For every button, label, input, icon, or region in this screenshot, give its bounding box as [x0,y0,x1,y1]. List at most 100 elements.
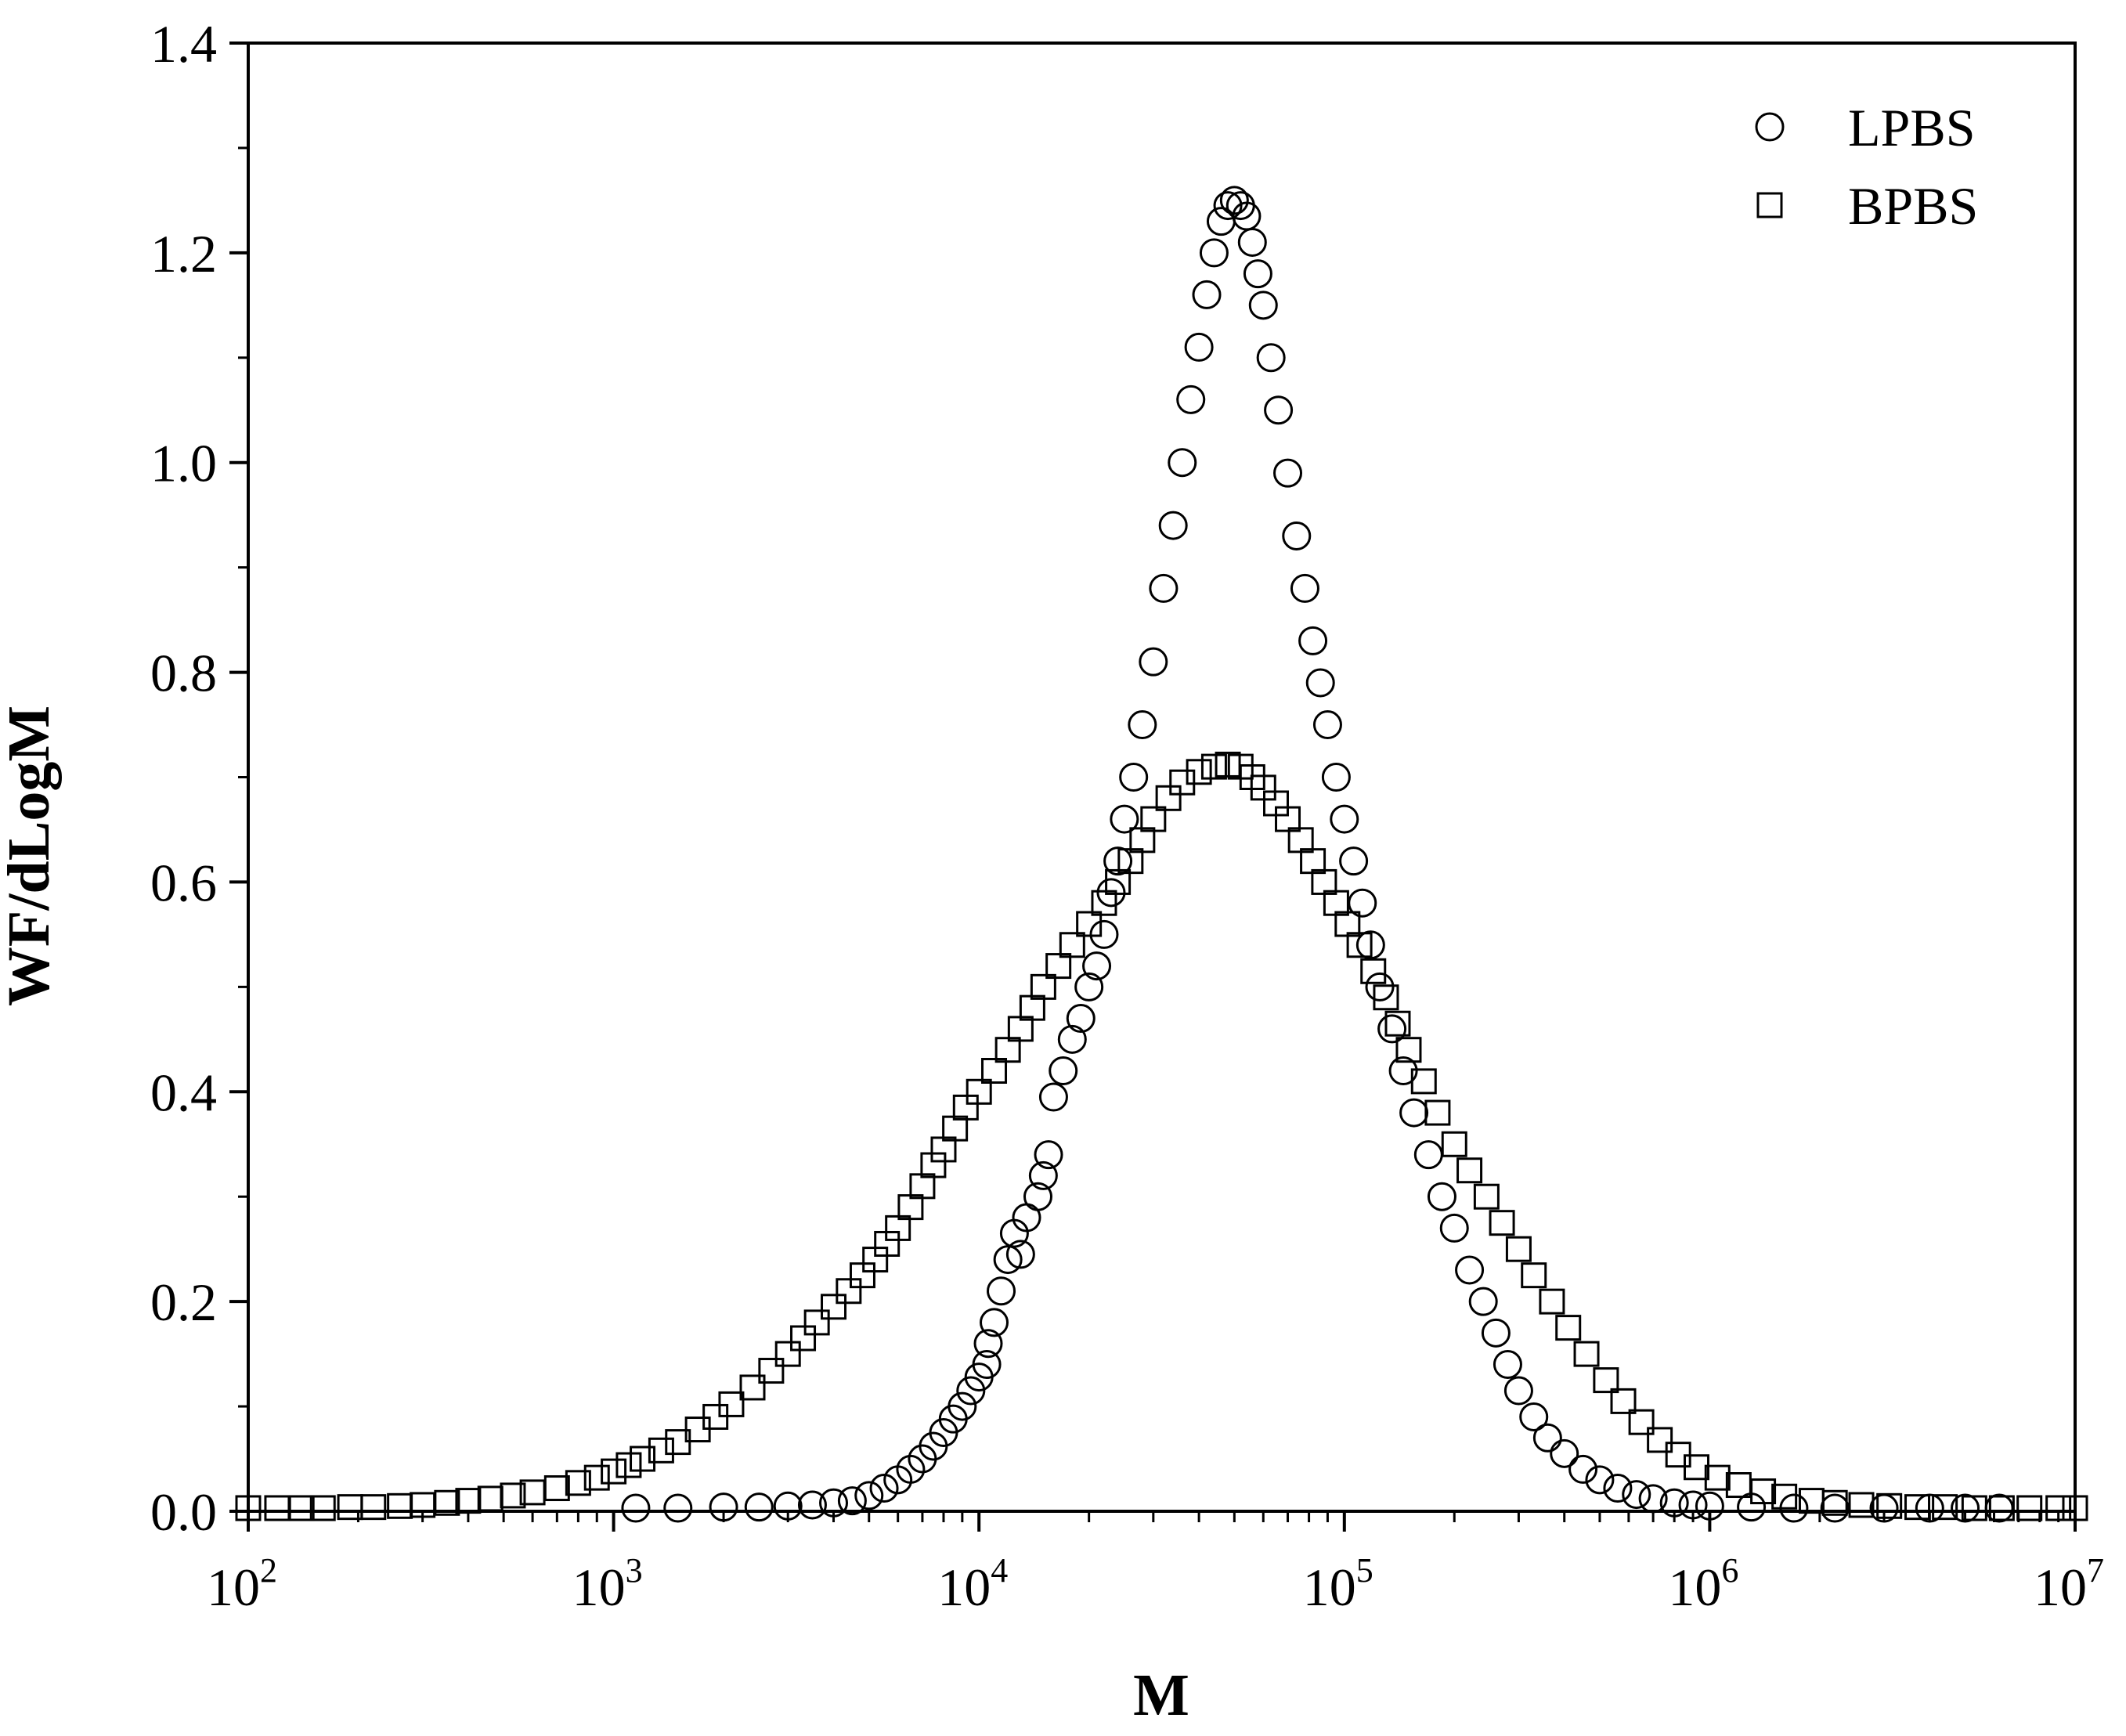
data-point-lpbs [1049,1056,1078,1085]
data-point-bpbs [1384,1010,1411,1037]
data-point-lpbs [1096,878,1126,908]
data-point-lpbs [1176,384,1206,414]
data-point-lpbs [1399,1098,1429,1128]
data-point-bpbs [1610,1388,1637,1414]
data-point-lpbs [1339,846,1369,876]
data-point-lpbs [663,1493,693,1523]
data-point-lpbs [1915,1493,1944,1523]
data-point-lpbs [819,1488,849,1518]
data-point-bpbs [1441,1131,1467,1157]
data-point-lpbs [773,1491,803,1521]
data-point-bpbs [836,1278,862,1305]
x-tick-label: 103 [572,1551,643,1617]
data-point-lpbs [1659,1488,1689,1518]
data-point-bpbs [1628,1409,1655,1435]
data-point-lpbs [1603,1474,1633,1503]
data-point-bpbs [1593,1367,1619,1394]
data-point-lpbs [854,1481,884,1510]
data-point-lpbs [1273,458,1303,488]
x-tick-base: 10 [207,1557,260,1617]
data-point-lpbs [1213,191,1243,221]
data-point-lpbs [1139,647,1168,677]
data-point-bpbs [455,1488,482,1514]
data-point-lpbs [1192,280,1222,309]
data-point-lpbs [1348,888,1377,918]
data-point-lpbs [1330,804,1359,834]
x-tick-exponent: 7 [2087,1551,2104,1590]
data-point-bpbs [1904,1494,1931,1521]
data-point-lpbs [1678,1490,1708,1520]
data-point-lpbs [1519,1402,1549,1431]
data-point-bpbs [1521,1262,1547,1289]
data-point-bpbs [1059,932,1085,958]
data-point-bpbs [648,1437,674,1464]
data-point-bpbs [790,1325,817,1352]
data-point-lpbs [1493,1350,1522,1379]
data-point-bpbs [758,1358,785,1384]
data-point-lpbs [837,1486,867,1516]
x-tick-label: 102 [207,1551,277,1617]
x-tick-label: 107 [2034,1551,2104,1617]
legend: LPBS BPBS [1755,98,1978,236]
data-point-bpbs [1169,769,1196,796]
data-point-lpbs [1256,343,1286,373]
data-point-lpbs [1481,1318,1511,1348]
data-point-bpbs [1424,1099,1451,1126]
x-tick-base: 10 [1668,1557,1721,1617]
data-point-lpbs [1413,1140,1443,1170]
data-point-bpbs [235,1495,262,1521]
data-point-bpbs [2045,1495,2072,1521]
data-point-lpbs [1074,972,1104,1002]
data-point-lpbs [980,1308,1009,1337]
data-point-lpbs [1455,1255,1485,1285]
data-point-lpbs [1638,1484,1668,1514]
data-point-bpbs [981,1058,1008,1084]
x-tick-exponent: 2 [260,1551,277,1590]
data-point-lpbs [1585,1465,1615,1495]
data-point-bpbs [920,1152,947,1178]
x-axis: 102 103 104 105 106 107 [207,1511,2104,1617]
y-tick-label: 1.0 [150,434,217,493]
x-tick-label: 105 [1303,1551,1373,1617]
data-point-lpbs [1264,395,1294,425]
data-point-lpbs [1282,521,1312,550]
data-point-lpbs [1779,1493,1809,1523]
y-axis: 0.0 0.2 0.4 0.6 0.8 1.0 1.2 1.4 [150,14,248,1542]
data-point-lpbs [1248,291,1278,320]
data-point-lpbs [947,1391,977,1421]
data-point-lpbs [1427,1182,1456,1211]
data-point-lpbs [972,1350,1002,1379]
data-point-bpbs [543,1475,570,1502]
y-tick-label: 0.8 [150,644,217,703]
data-point-lpbs [1503,1376,1533,1406]
data-point-bpbs [1275,806,1301,832]
data-point-bpbs [288,1495,315,1521]
data-point-lpbs [1089,919,1119,949]
data-point-bpbs [1360,958,1387,984]
data-point-lpbs [1305,668,1335,698]
data-point-bpbs [309,1495,336,1521]
data-point-lpbs [1869,1493,1899,1523]
data-point-bpbs [615,1452,642,1478]
data-point-lpbs [1355,930,1385,960]
data-point-lpbs [1820,1493,1850,1523]
data-point-lpbs [1622,1480,1651,1510]
data-point-bpbs [1346,932,1373,958]
data-point-lpbs [1532,1423,1562,1453]
data-point-lpbs [1439,1213,1469,1243]
data-point-bpbs [1473,1183,1500,1210]
data-point-lpbs [1149,573,1179,603]
data-point-lpbs [1312,710,1342,740]
data-point-bpbs [1876,1492,1903,1519]
data-point-bpbs [821,1294,847,1320]
data-point-lpbs [1128,710,1157,740]
series-lpbs [621,186,2014,1523]
data-point-lpbs [1066,1004,1095,1034]
series-layer [235,186,2088,1523]
data-point-lpbs [744,1492,774,1522]
data-point-bpbs [1076,911,1103,937]
x-axis-title: M [1133,1662,1189,1728]
data-point-lpbs [1290,573,1319,603]
